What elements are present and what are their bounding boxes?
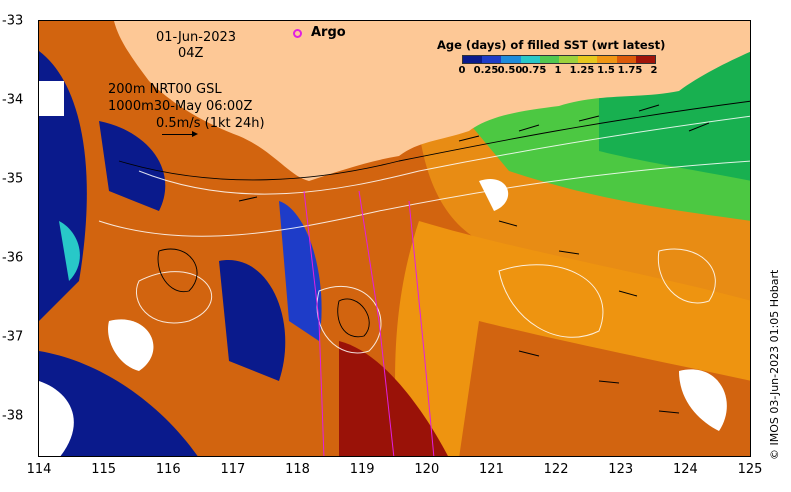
colorbar-segment — [635, 56, 656, 63]
colorbar-tick-label: 0.25 — [473, 65, 499, 76]
x-tick-label: 122 — [543, 462, 569, 477]
x-tick-label: 115 — [91, 462, 117, 477]
colorbar-segment — [559, 56, 579, 63]
x-tick-label: 120 — [414, 462, 440, 477]
colorbar-segment — [616, 56, 636, 63]
x-tick-label: 123 — [608, 462, 634, 477]
y-tick-label: -34 — [2, 92, 24, 108]
date-label: 01-Jun-2023 — [156, 30, 237, 45]
sea-level-contours — [118, 100, 750, 338]
colorbar-tick-label: 1.75 — [617, 65, 643, 76]
argo-legend-label: Argo — [311, 25, 346, 40]
colorbar-segment — [501, 56, 521, 63]
y-tick-label: -35 — [2, 171, 24, 187]
contour-info-line2: 1000m30-May 06:00Z — [108, 99, 253, 114]
colorbar-title: Age (days) of filled SST (wrt latest) — [437, 38, 666, 52]
colorbar-tick-label: 1.25 — [569, 65, 595, 76]
scale-label: 0.5m/s (1kt 24h) — [156, 116, 265, 131]
colorbar-segment — [520, 56, 540, 63]
colorbar-segment — [578, 56, 598, 63]
colorbar-tick-label: 0 — [458, 65, 466, 76]
colorbar-tick-label: 0.75 — [521, 65, 547, 76]
colorbar-segment — [539, 56, 560, 63]
x-tick-label: 118 — [285, 462, 310, 477]
contour-lines — [98, 115, 750, 354]
x-tick-label: 119 — [349, 462, 375, 477]
colorbar-segment — [463, 56, 483, 63]
argo-tracks — [303, 190, 435, 456]
current-arrows — [238, 104, 710, 414]
argo-marker-icon — [293, 29, 302, 38]
y-tick-label: -33 — [2, 13, 24, 29]
x-tick-label: 114 — [26, 462, 52, 477]
sst-map — [38, 20, 751, 457]
x-tick-label: 124 — [672, 462, 698, 477]
colorbar-tick-label: 2 — [650, 65, 658, 76]
colorbar-tick-label: 1 — [554, 65, 562, 76]
time-label: 04Z — [178, 46, 204, 61]
x-tick-label: 117 — [220, 462, 246, 477]
x-tick-label: 125 — [737, 462, 763, 477]
contour-info-line1: 200m NRT00 GSL — [108, 82, 222, 97]
y-tick-label: -38 — [2, 408, 24, 424]
scale-arrow-icon — [162, 131, 198, 137]
x-tick-label: 116 — [155, 462, 181, 477]
colorbar-segment — [597, 56, 617, 63]
credit-label: © IMOS 03-Jun-2023 01:05 Hobart — [768, 269, 781, 460]
x-tick-label: 121 — [479, 462, 504, 477]
sst-map-canvas — [39, 21, 750, 456]
colorbar-segment — [482, 56, 502, 63]
y-tick-label: -37 — [2, 329, 24, 345]
colorbar-tick-label: 1.5 — [597, 65, 615, 76]
colorbar — [462, 55, 656, 64]
colorbar-tick-label: 0.50 — [497, 65, 523, 76]
y-tick-label: -36 — [2, 250, 24, 266]
